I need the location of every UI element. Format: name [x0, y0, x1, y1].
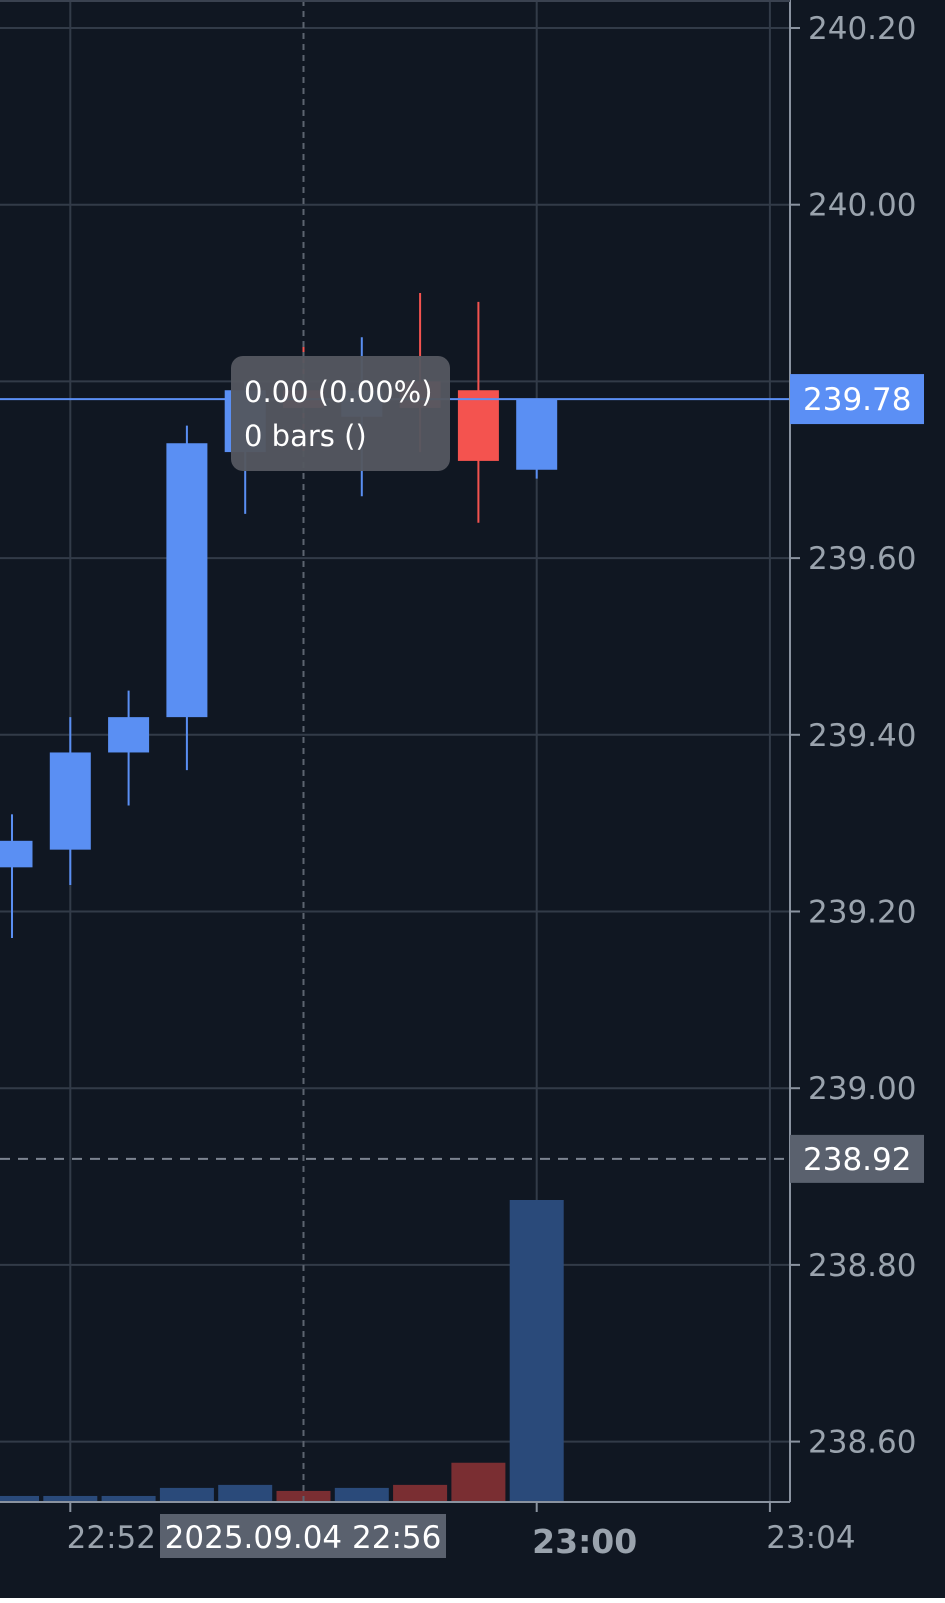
candle[interactable] [457, 301, 499, 523]
tooltip-box [231, 356, 450, 471]
price-tick-label: 239.00 [808, 1071, 916, 1107]
price-tick-label: 238.60 [808, 1425, 916, 1461]
candle[interactable] [516, 399, 558, 479]
candle-body[interactable] [457, 390, 499, 461]
measure-tooltip: 0.00 (0.00%) 0 bars () [231, 356, 450, 471]
price-tick-label: 239.40 [808, 718, 916, 754]
grid-lines [0, 0, 790, 1502]
volume-bar [334, 1487, 389, 1502]
time-tick-label: 22:52 [67, 1520, 156, 1556]
marker-price-tag: 238.92 [790, 1134, 924, 1183]
axis-labels: 240.20 240.00 239.60 239.40 239.20 239.00 238.… [67, 11, 924, 1561]
candle-body[interactable] [49, 752, 91, 850]
price-tick-label: 239.60 [808, 541, 916, 577]
crosshair-time-label-bg [160, 1514, 446, 1558]
volume-bar [451, 1462, 506, 1502]
volume-bar [101, 1495, 156, 1502]
marker-price-tag-bg [790, 1134, 924, 1183]
candle-body[interactable] [516, 399, 558, 470]
price-tick-label: 238.80 [808, 1248, 916, 1284]
last-price-tag-text: 239.78 [803, 382, 911, 418]
tooltip-bars-count: 0 bars () [244, 419, 367, 453]
candle[interactable] [166, 425, 208, 771]
candle-body[interactable] [0, 840, 33, 868]
price-tick-label: 240.20 [808, 11, 916, 47]
time-tick-label: 23:00 [532, 1522, 637, 1561]
axes [0, 0, 800, 1512]
last-price-tag-bg [790, 374, 924, 425]
price-tick-label: 240.00 [808, 188, 916, 224]
volume-bar [159, 1487, 214, 1502]
crosshair-time-label-text: 2025.09.04 22:56 [165, 1520, 442, 1556]
volume-bar [0, 1495, 39, 1502]
candle[interactable] [49, 717, 91, 885]
price-tick-label: 239.20 [808, 895, 916, 931]
volume-bar [43, 1495, 98, 1502]
time-tick-label: 23:04 [766, 1520, 855, 1556]
crosshair-time-label: 2025.09.04 22:56 [160, 1514, 446, 1558]
candle[interactable] [108, 690, 150, 806]
last-price-tag: 239.78 [790, 374, 924, 425]
tooltip-price-change: 0.00 (0.00%) [244, 375, 433, 409]
volume-bar [393, 1484, 448, 1502]
candle-body[interactable] [166, 443, 208, 718]
candle-body[interactable] [108, 717, 150, 753]
volume-bar [218, 1484, 273, 1502]
marker-price-tag-text: 238.92 [803, 1142, 911, 1178]
candle[interactable] [0, 814, 33, 939]
volume-bar [509, 1200, 564, 1502]
